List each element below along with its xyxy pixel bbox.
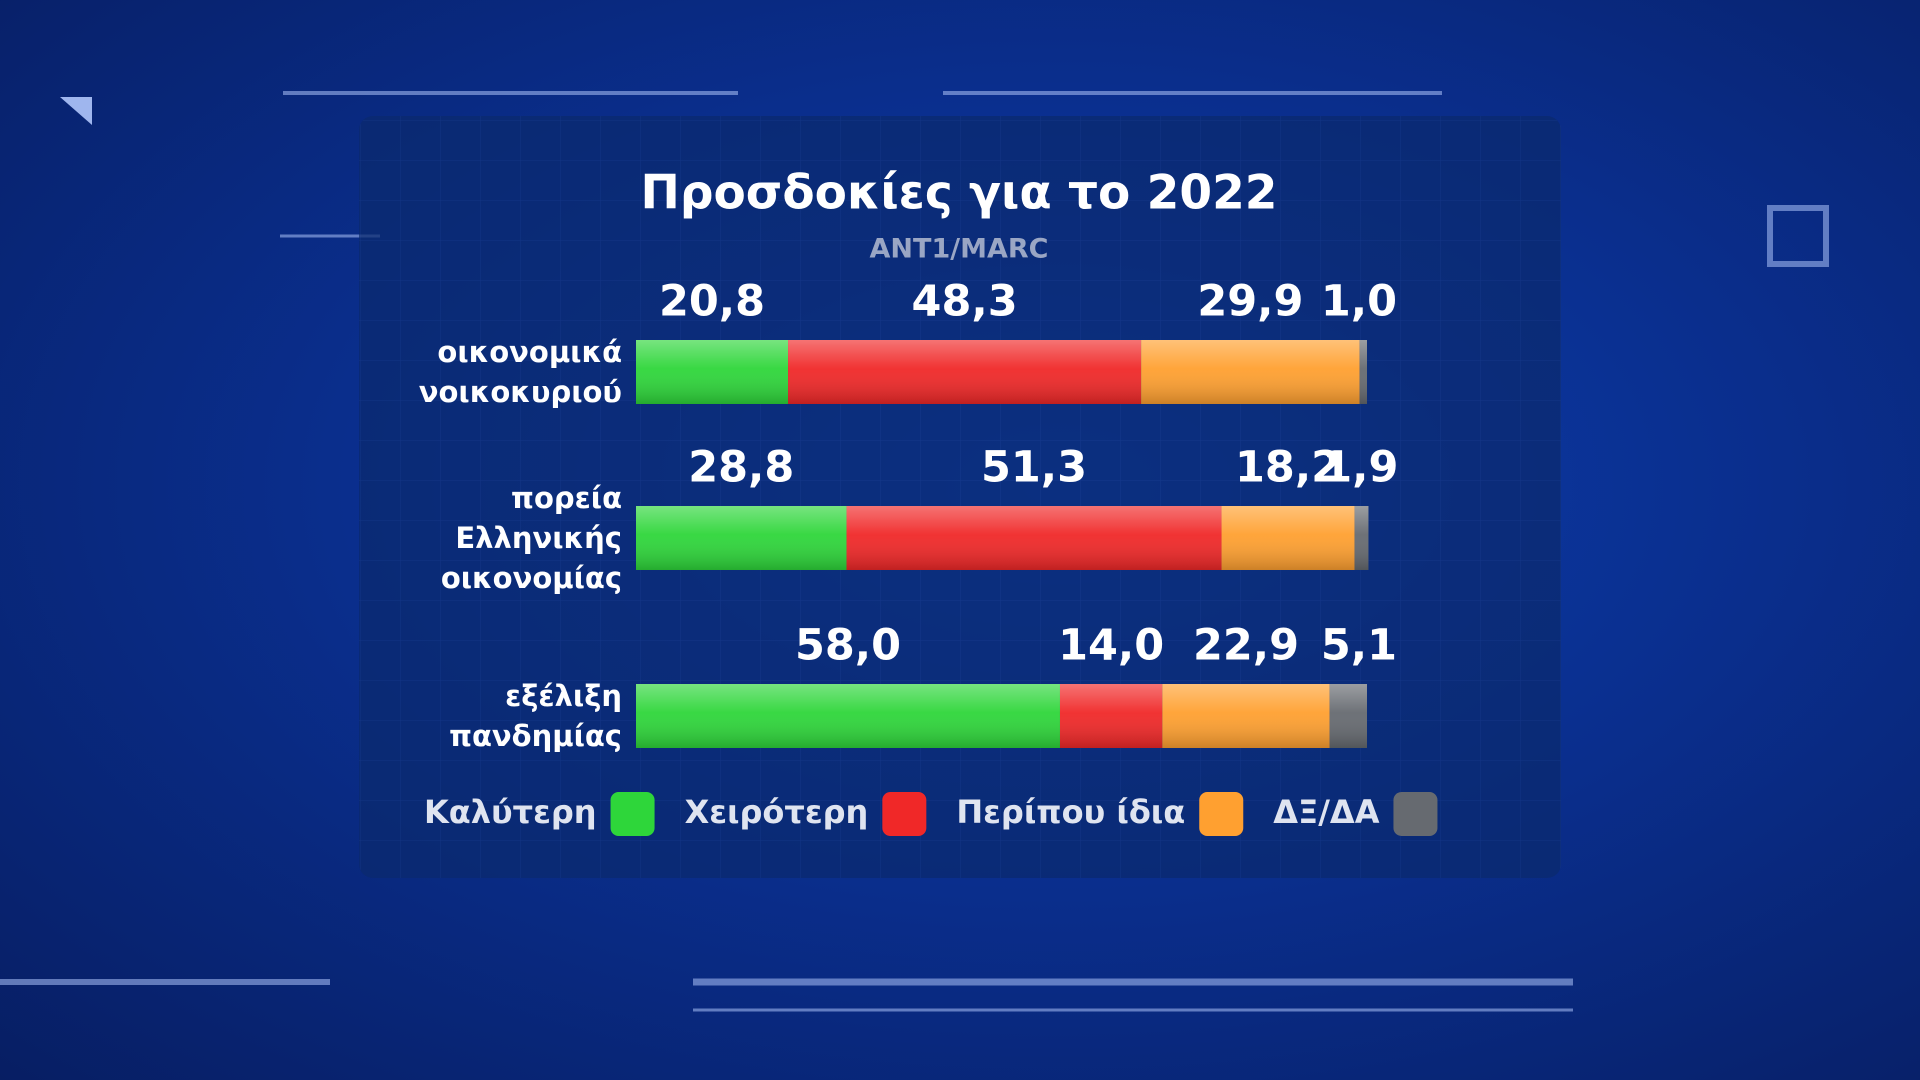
category-label: πορεία Ελληνικής οικονομίας bbox=[440, 481, 623, 595]
bar-shine bbox=[1354, 506, 1369, 570]
value-label: 1,0 bbox=[1321, 277, 1397, 327]
value-label: 20,8 bbox=[659, 277, 765, 327]
value-label: 48,3 bbox=[912, 277, 1018, 327]
value-label: 58,0 bbox=[795, 621, 901, 671]
bar-shine bbox=[636, 684, 1060, 748]
legend-label: Καλύτερη bbox=[424, 793, 597, 831]
value-label: 18,2 bbox=[1235, 443, 1341, 493]
bar-shine bbox=[1059, 684, 1163, 748]
value-label: 1,9 bbox=[1322, 443, 1398, 493]
bar-shine bbox=[1141, 340, 1360, 404]
legend-label: ΔΞ/ΔΑ bbox=[1273, 793, 1379, 831]
decoration bbox=[0, 91, 1829, 1012]
legend-swatch bbox=[610, 792, 655, 836]
value-label: 51,3 bbox=[981, 443, 1087, 493]
value-label: 29,9 bbox=[1197, 277, 1303, 327]
bar-shine bbox=[636, 506, 847, 570]
bar-shine bbox=[1221, 506, 1355, 570]
category-label: εξέλιξη πανδημίας bbox=[449, 679, 623, 753]
legend-swatch bbox=[882, 792, 927, 836]
legend-swatch bbox=[1393, 792, 1438, 836]
bar-shine bbox=[788, 340, 1142, 404]
category-label: οικονομικά νοικοκυριού bbox=[418, 335, 623, 409]
bar-shine bbox=[636, 340, 789, 404]
legend-label: Χειρότερη bbox=[685, 793, 869, 831]
value-label: 14,0 bbox=[1058, 621, 1164, 671]
bar-shine bbox=[1359, 340, 1367, 404]
bar-shine bbox=[1329, 684, 1367, 748]
bar-shine bbox=[1162, 684, 1330, 748]
value-label: 5,1 bbox=[1321, 621, 1397, 671]
bar-shine bbox=[846, 506, 1222, 570]
value-label: 22,9 bbox=[1193, 621, 1299, 671]
chart-title: Προσδοκίες για το 2022 bbox=[641, 166, 1278, 221]
value-label: 28,8 bbox=[688, 443, 794, 493]
chart-subtitle: ANT1/MARC bbox=[870, 234, 1049, 265]
legend-label: Περίπου ίδια bbox=[956, 793, 1185, 831]
legend-swatch bbox=[1199, 792, 1244, 836]
